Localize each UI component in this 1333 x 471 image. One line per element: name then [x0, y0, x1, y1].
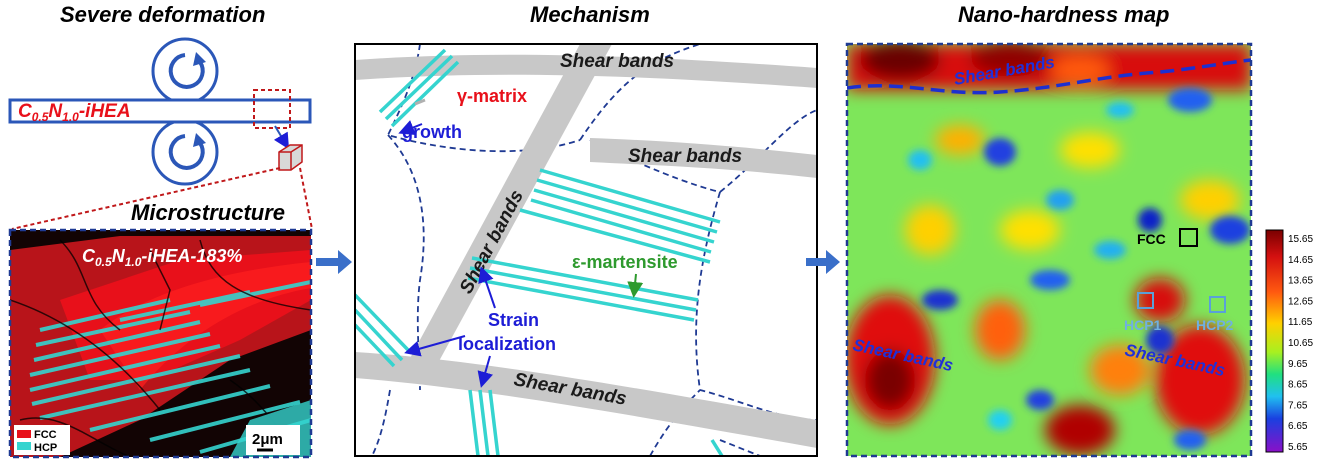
rolled-plate — [8, 98, 312, 124]
fcc-region-box — [1179, 228, 1198, 247]
phase-legend: FCC HCP — [14, 425, 70, 455]
sample-cube-icon — [278, 144, 303, 171]
fcc-region-label: FCC — [1137, 231, 1166, 247]
hardness-map-title: Nano-hardness map — [958, 2, 1170, 27]
legend-swatch-fcc — [17, 430, 31, 438]
mechanism-shear-band-label-top: Shear bands — [560, 51, 674, 72]
microstructure-frame — [8, 228, 313, 459]
strain-label-line2: localization — [458, 334, 556, 354]
growth-label: growth — [402, 122, 462, 142]
mechanism-title: Mechanism — [530, 2, 650, 27]
flow-arrow-2 — [806, 250, 840, 274]
colorbar-tick-label: 5.65 — [1288, 442, 1308, 453]
colorbar-tick-label: 15.65 — [1288, 234, 1313, 245]
legend-label-fcc: FCC — [34, 429, 57, 441]
colorbar-tick-label: 8.65 — [1288, 380, 1308, 391]
microstructure-label: C0.5N1.0-iHEA-183% — [82, 246, 242, 269]
colorbar-tick-label: 13.65 — [1288, 276, 1313, 287]
colorbar-tick-label: 12.65 — [1288, 296, 1313, 307]
epsilon-martensite-label: ε-martensite — [572, 252, 678, 272]
roller-bottom — [151, 118, 219, 186]
colorbar-tick-label: 7.65 — [1288, 400, 1308, 411]
flow-arrow-1 — [316, 250, 352, 274]
alloy-label: C0.5N1.0-iHEA — [18, 101, 131, 124]
hardness-contour-map — [847, 44, 1251, 456]
colorbar: 15.65 14.65 13.65 12.65 11.65 10.65 9.65 8.65 7.… — [1265, 229, 1313, 453]
mechanism-frame — [354, 43, 818, 457]
legend-swatch-hcp — [17, 442, 31, 450]
sample-region-box — [253, 89, 291, 129]
colorbar-gradient — [1265, 229, 1284, 453]
mechanism-schematic — [355, 44, 817, 456]
colorbar-tick-label: 9.65 — [1288, 359, 1308, 370]
scale-bar: 2μm — [246, 425, 300, 455]
microstructure-image — [10, 230, 311, 457]
gamma-matrix-label: γ-matrix — [457, 86, 527, 106]
colorbar-tick-label: 10.65 — [1288, 338, 1313, 349]
mechanism-shear-band-label-right: Shear bands — [628, 146, 742, 167]
hcp1-region-label: HCP1 — [1124, 317, 1162, 333]
deformation-title: Severe deformation — [60, 2, 265, 27]
hcp1-region-box — [1137, 292, 1154, 309]
strain-label-line1: Strain — [488, 310, 539, 330]
hcp2-region-label: HCP2 — [1196, 317, 1234, 333]
hardness-map-frame — [845, 42, 1253, 458]
roller-top — [151, 37, 219, 105]
microstructure-title: Microstructure — [131, 200, 285, 225]
hcp2-region-box — [1209, 296, 1226, 313]
colorbar-tick-label: 6.65 — [1288, 421, 1308, 432]
colorbar-tick-label: 14.65 — [1288, 255, 1313, 266]
scale-bar-label: 2μm — [252, 431, 283, 448]
legend-label-hcp: HCP — [34, 442, 57, 454]
colorbar-tick-label: 11.65 — [1288, 317, 1313, 328]
